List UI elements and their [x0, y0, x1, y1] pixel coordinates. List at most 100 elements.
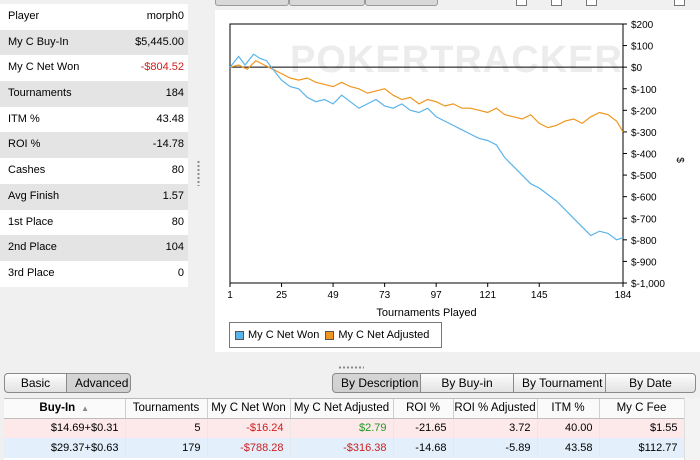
stat-label: ITM %: [8, 112, 40, 125]
results-graph: POKERTRACKER $200 $100 $0 $-100 $-200 $-300 $-4…: [215, 10, 700, 352]
column-header-fee[interactable]: My C Fee: [599, 399, 685, 419]
stat-label: My C Buy-In: [8, 35, 69, 48]
stat-row: 1st Place 80: [0, 209, 188, 236]
table-row[interactable]: $29.37+$0.63 179 -$788.28 -$316.38 -14.68 -5.…: [4, 438, 685, 458]
y-axis-label: $: [674, 157, 685, 163]
top-checkbox-4[interactable]: [674, 0, 685, 6]
y-tick-label: $100: [631, 42, 654, 53]
stat-value: 104: [165, 241, 184, 254]
stat-label: Player: [8, 10, 40, 22]
legend-label-net-adjusted: My C Net Adjusted: [338, 329, 430, 341]
legend-label-net-won: My C Net Won: [248, 329, 320, 341]
y-tick-label: $-100: [631, 85, 657, 96]
stat-value: 43.48: [156, 112, 184, 125]
y-tick-label: $-600: [631, 193, 657, 204]
stat-value: -14.78: [152, 138, 184, 151]
table-row[interactable]: $14.69+$0.31 5 -$16.24 $2.79 -21.65 3.72 40.00…: [4, 418, 685, 438]
by-description-button[interactable]: By Description: [332, 373, 421, 393]
top-view-tab-1[interactable]: [215, 0, 289, 6]
x-tick-label: 145: [531, 290, 548, 301]
by-buyin-button[interactable]: By Buy-in: [421, 373, 514, 393]
y-tick-label: $-200: [631, 106, 657, 117]
series-line-net-adjusted: [229, 59, 624, 133]
cell-net-won: -$16.24: [207, 418, 291, 438]
table-header-row: Buy-In ▲ Tournaments My C Net Won My C Ne…: [4, 399, 685, 419]
stat-row: Cashes 80: [0, 158, 188, 184]
sort-ascending-icon: ▲: [81, 404, 90, 414]
x-tick-label: 73: [379, 290, 391, 301]
stat-label: Avg Finish: [8, 189, 60, 202]
y-tick-label: $0: [631, 63, 643, 74]
stat-label: Cashes: [8, 164, 46, 177]
cell-tournaments: 179: [125, 438, 208, 458]
series-line-net-won: [229, 53, 624, 241]
stat-label: 3rd Place: [8, 266, 55, 279]
stat-row: Avg Finish 1.57: [0, 183, 188, 210]
y-tick-label: $-700: [631, 214, 657, 225]
y-tick-label: $-300: [631, 128, 657, 139]
x-axis-label: Tournaments Played: [376, 307, 476, 319]
top-checkbox-3[interactable]: [586, 0, 597, 6]
pokertracker-watermark: POKERTRACKER: [290, 39, 623, 81]
cell-fee: $1.55: [599, 418, 685, 438]
results-table: Buy-In ▲ Tournaments My C Net Won My C Ne…: [4, 398, 685, 460]
top-checkbox-2[interactable]: [551, 0, 562, 6]
column-header-net-adjusted[interactable]: My C Net Adjusted: [290, 399, 394, 419]
stat-row: 2nd Place 104: [0, 235, 188, 261]
cell-roi: -21.65: [393, 418, 454, 438]
x-tick-label: 97: [431, 290, 443, 301]
cell-buy-in: $29.37+$0.63: [4, 438, 126, 458]
x-tick-label: 49: [328, 290, 340, 301]
x-tick-label: 1: [227, 290, 233, 301]
stat-label: ROI %: [8, 138, 41, 151]
by-date-button[interactable]: By Date: [606, 373, 696, 393]
table-scrollbar[interactable]: [684, 398, 700, 460]
y-tick-label: $-400: [631, 150, 657, 161]
column-header-tournaments[interactable]: Tournaments: [125, 399, 208, 419]
stat-value: $5,445.00: [135, 35, 184, 48]
stat-value: 1.57: [162, 189, 184, 202]
stat-row: My C Net Won -$804.52: [0, 55, 188, 82]
stat-value: morph0: [146, 10, 184, 22]
column-header-buy-in[interactable]: Buy-In ▲: [4, 399, 126, 419]
column-header-roi[interactable]: ROI %: [393, 399, 454, 419]
stat-value: 0: [177, 266, 184, 279]
stat-label: Tournaments: [8, 87, 72, 100]
grouping-toggle: By Description By Buy-in By Tournament B…: [332, 373, 696, 393]
cell-buy-in: $14.69+$0.31: [4, 418, 126, 438]
stat-value: 80: [171, 164, 184, 177]
legend-swatch-net-adjusted: [325, 330, 335, 340]
y-tick-label: $-800: [631, 236, 657, 247]
by-tournament-button[interactable]: By Tournament: [514, 373, 606, 393]
column-header-net-won[interactable]: My C Net Won: [207, 399, 291, 419]
stat-row: 3rd Place 0: [0, 260, 188, 287]
basic-button[interactable]: Basic: [4, 373, 67, 393]
stat-row: My C Buy-In $5,445.00: [0, 29, 188, 56]
top-checkbox-1[interactable]: [516, 0, 527, 6]
stat-row: ROI % -14.78: [0, 132, 188, 159]
y-tick-label: $-1,000: [631, 279, 665, 290]
view-mode-toggle: Basic Advanced: [4, 373, 131, 393]
legend-item-net-won: My C Net Won: [235, 329, 319, 341]
column-header-roi-adjusted[interactable]: ROI % Adjusted: [453, 399, 538, 419]
vertical-splitter-handle[interactable]: [197, 160, 200, 186]
cell-fee: $112.77: [599, 438, 685, 458]
cell-roi-adjusted: 3.72: [453, 418, 538, 438]
horizontal-splitter-handle[interactable]: [338, 366, 364, 369]
y-tick-label: $200: [631, 20, 654, 31]
x-tick-label: 121: [479, 290, 496, 301]
stat-label: 1st Place: [8, 215, 54, 228]
top-view-tab-2[interactable]: [289, 0, 365, 6]
cell-roi: -14.68: [393, 438, 454, 458]
x-tick-label: 25: [276, 290, 288, 301]
cell-net-adjusted: $2.79: [290, 418, 394, 438]
cell-itm: 43.58: [537, 438, 600, 458]
top-view-tab-3[interactable]: [365, 0, 438, 6]
cell-roi-adjusted: -5.89: [453, 438, 538, 458]
stat-value: 80: [171, 215, 184, 228]
column-header-itm[interactable]: ITM %: [537, 399, 600, 419]
stat-row: Tournaments 184: [0, 81, 188, 107]
stat-value: -$804.52: [140, 61, 184, 74]
advanced-button[interactable]: Advanced: [67, 373, 131, 393]
line-chart: POKERTRACKER $200 $100 $0 $-100 $-200 $-300 $-4…: [227, 20, 685, 319]
